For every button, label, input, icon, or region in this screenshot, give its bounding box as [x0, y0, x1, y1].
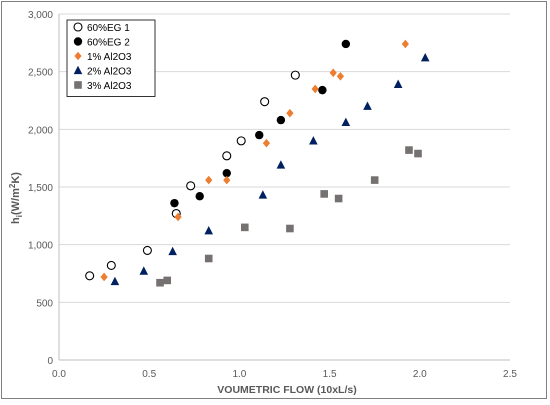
data-point: [401, 39, 409, 49]
data-point: [276, 160, 286, 169]
legend-marker: [73, 22, 83, 32]
x-tick-label: 1.5: [323, 369, 337, 380]
data-point: [85, 271, 95, 281]
x-tick-label: 1.0: [232, 369, 246, 380]
data-point: [204, 254, 213, 263]
data-point: [370, 176, 379, 184]
legend-label: 1% Al2O3: [87, 52, 132, 63]
data-point: [139, 266, 149, 275]
legend-marker: [74, 51, 82, 61]
data-point: [222, 151, 232, 161]
data-point: [195, 192, 204, 201]
legend-label: 60%EG 1: [87, 23, 130, 34]
data-point: [290, 70, 300, 80]
data-point: [258, 190, 268, 199]
data-point: [336, 71, 345, 81]
series-5: [156, 146, 422, 287]
data-point: [329, 68, 337, 78]
legend-marker: [74, 81, 82, 89]
data-point: [318, 85, 327, 95]
y-tick-label: 1,000: [28, 241, 53, 252]
data-point: [341, 117, 351, 127]
data-point: [170, 198, 179, 208]
data-point: [222, 168, 231, 178]
data-point: [405, 146, 413, 154]
data-point: [110, 276, 120, 286]
data-point: [276, 115, 286, 125]
data-point: [420, 53, 430, 62]
data-point: [320, 190, 328, 198]
data-point: [106, 260, 116, 270]
data-point: [260, 97, 270, 107]
chart-frame: 0 500 1,000 1,500 2,000 2,500 3,000 0.0 0.5 1.0 1…: [1, 1, 547, 399]
x-tick-label: 0.0: [52, 369, 66, 380]
data-point: [204, 226, 214, 235]
data-point: [393, 79, 403, 88]
data-point: [174, 212, 182, 222]
data-point: [142, 245, 152, 255]
series-2: [170, 39, 351, 208]
data-point: [255, 130, 264, 140]
data-point: [241, 223, 249, 232]
x-axis-label: VOUMETRIC FLOW (10xL/s): [217, 384, 356, 396]
y-tick-label: 1,500: [28, 183, 53, 194]
data-point: [186, 181, 196, 191]
scatter-chart: 0 500 1,000 1,500 2,000 2,500 3,000 0.0 0.5 1.0 1…: [8, 10, 517, 396]
legend-marker: [73, 65, 83, 75]
y-tick-labels: 0 500 1,000 1,500 2,000 2,500 3,000: [28, 10, 53, 367]
data-point: [309, 136, 318, 145]
data-point: [286, 224, 294, 233]
legend-label: 2% Al2O3: [87, 67, 132, 78]
data-point: [236, 136, 246, 146]
series-4: [110, 53, 430, 286]
data-point: [363, 101, 372, 110]
x-tick-label: 2.0: [413, 369, 427, 380]
legend-marker: [73, 37, 83, 46]
data-point: [334, 194, 343, 203]
legend-label: 3% Al2O3: [87, 81, 132, 92]
axes: [58, 14, 510, 361]
data-point: [223, 175, 231, 185]
data-point: [100, 272, 108, 282]
y-tick-label: 3,000: [28, 10, 53, 21]
data-point: [163, 276, 172, 285]
data-point: [414, 149, 422, 158]
data-point: [262, 138, 271, 148]
data-points: [85, 39, 430, 287]
legend: 60%EG 1 60%EG 2 1% Al2O3 2% Al2O3 3% Al2O3: [66, 19, 156, 97]
y-tick-label: 500: [36, 298, 53, 309]
series-1: [85, 70, 300, 281]
data-point: [168, 246, 177, 256]
y-tick-label: 0: [47, 356, 53, 367]
x-tick-labels: 0.0 0.5 1.0 1.5 2.0 2.5: [52, 369, 517, 380]
y-tick-label: 2,000: [28, 125, 53, 136]
y-tick-label: 2,500: [28, 68, 53, 79]
y-axis-label: hi(W/m2K): [8, 172, 24, 224]
series-3: [100, 39, 409, 282]
data-point: [311, 84, 319, 94]
data-point: [341, 39, 351, 49]
data-point: [286, 108, 294, 118]
x-tick-label: 0.5: [142, 369, 156, 380]
x-tick-label: 2.5: [503, 369, 517, 380]
legend-label: 60%EG 2: [87, 38, 130, 49]
data-point: [205, 175, 213, 185]
data-point: [156, 278, 164, 287]
